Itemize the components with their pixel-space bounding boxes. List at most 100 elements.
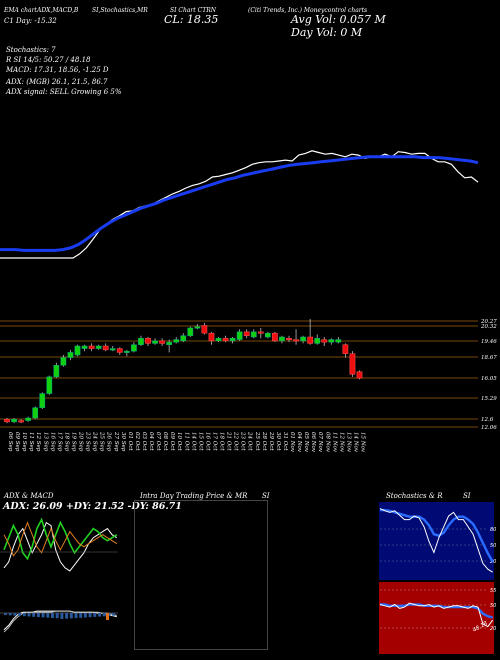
macd-histogram-bar bbox=[112, 613, 116, 616]
candle-body bbox=[272, 332, 278, 342]
x-tick-label: 13 Nov bbox=[345, 432, 351, 453]
x-tick-label: 20 Sep bbox=[78, 431, 84, 452]
candle-body bbox=[166, 341, 173, 345]
macd-histogram-bar bbox=[102, 613, 106, 617]
x-tick-label: 04 Oct bbox=[148, 432, 154, 451]
macd-histogram-bar bbox=[88, 613, 92, 618]
candle-body bbox=[145, 338, 151, 344]
macd-histogram-bar bbox=[4, 613, 7, 615]
adx-panel-title: ADX & MACD bbox=[4, 492, 54, 500]
macd-histogram-bar bbox=[65, 613, 69, 619]
candle-body bbox=[138, 338, 144, 345]
x-tick-label: 09 Sep bbox=[14, 432, 20, 452]
candle-body bbox=[321, 339, 328, 343]
x-tick-label: 16 Sep bbox=[49, 432, 55, 452]
x-tick-label: 07 Nov bbox=[317, 432, 323, 453]
x-tick-label: 14 Oct bbox=[190, 432, 196, 451]
x-tick-label: 06 Nov bbox=[310, 432, 316, 453]
y-tick-label: 15.29 bbox=[481, 396, 497, 402]
x-tick-label: 23 Oct bbox=[240, 431, 246, 451]
candle-body bbox=[124, 350, 130, 353]
stoch-panel-title: Stochastics & R bbox=[386, 492, 443, 500]
candle-body bbox=[25, 417, 31, 421]
candle-body bbox=[60, 357, 67, 366]
candle-body bbox=[109, 348, 116, 351]
x-tick-label: 23 Sep bbox=[85, 431, 91, 452]
x-tick-label: 03 Oct bbox=[141, 432, 147, 451]
x-tick-label: 02 Oct bbox=[134, 432, 140, 451]
x-tick-label: 12 Sep bbox=[35, 432, 41, 452]
macd-histogram-bar bbox=[79, 613, 83, 618]
candle-body bbox=[194, 326, 201, 329]
candle-body bbox=[173, 339, 180, 343]
macd-histogram-bar bbox=[41, 613, 45, 618]
candle-body bbox=[300, 336, 306, 342]
rsi-tick-label: 55 bbox=[490, 588, 496, 594]
stoch-tick-label: 50 bbox=[490, 543, 496, 549]
candle-body bbox=[32, 407, 39, 419]
x-tick-label: 17 Sep bbox=[56, 432, 62, 452]
candle-body bbox=[67, 352, 74, 358]
candle-body bbox=[46, 376, 53, 394]
x-tick-label: 28 Oct bbox=[261, 431, 267, 451]
y-tick-label: 12.06 bbox=[481, 425, 497, 431]
macd-histogram-bar bbox=[46, 613, 50, 618]
candle-body bbox=[293, 339, 299, 342]
candle-body bbox=[208, 332, 215, 342]
candle-body bbox=[250, 331, 257, 338]
stoch-k-line bbox=[379, 508, 493, 573]
rsi-white-line bbox=[379, 602, 494, 628]
candle-body bbox=[39, 393, 46, 408]
header-label-si: SI,Stochastics,MR bbox=[92, 7, 148, 14]
x-tick-label: 04 Nov bbox=[296, 432, 302, 453]
adx-panel: ADX: 26.09 +DY: 21.52 -DY: 86.71 bbox=[0, 500, 182, 650]
x-tick-label: 12 Nov bbox=[338, 432, 344, 453]
candle-body bbox=[236, 331, 243, 340]
y-tick-label: 12.6 bbox=[481, 417, 494, 423]
macd-histogram-bar bbox=[83, 613, 87, 618]
x-tick-label: 09 Oct bbox=[169, 432, 175, 451]
rsi-value-badge: 48.18 bbox=[472, 620, 489, 633]
candle-body bbox=[102, 345, 109, 351]
candle-body bbox=[159, 340, 165, 344]
x-tick-label: 31 Oct bbox=[282, 432, 288, 451]
candle-body bbox=[265, 332, 271, 338]
series-line-ema bbox=[0, 155, 479, 252]
x-tick-label: 10 Oct bbox=[176, 432, 182, 451]
x-tick-label: 30 Oct bbox=[275, 432, 281, 451]
header-label-company: (Citi Trends, Inc.) Moneycontrol charts bbox=[248, 7, 368, 14]
x-tick-label: 25 Sep bbox=[99, 431, 105, 452]
stoch-tick-label: 20 bbox=[490, 559, 496, 565]
x-tick-label: 08 Nov bbox=[324, 432, 330, 453]
macd-histogram-bar bbox=[13, 613, 17, 616]
candle-body bbox=[342, 344, 349, 354]
candle-body bbox=[328, 339, 335, 343]
macd-histogram-bar bbox=[106, 613, 109, 620]
x-tick-label: 05 Nov bbox=[303, 432, 309, 453]
x-tick-label: 21 Oct bbox=[226, 431, 232, 451]
intra-day-panel bbox=[134, 500, 268, 650]
minus-di-line bbox=[3, 521, 118, 557]
x-tick-label: 24 Oct bbox=[247, 431, 253, 451]
x-tick-label: 30 Sep bbox=[120, 432, 126, 452]
macd-histogram-bar bbox=[18, 613, 22, 616]
stoch-tick-label: 80 bbox=[490, 527, 496, 533]
rsi-blue-line bbox=[380, 603, 494, 619]
candle-body bbox=[95, 345, 102, 349]
macd-histogram-bar bbox=[55, 613, 59, 619]
candle-body bbox=[286, 338, 292, 341]
macd-histogram-bar bbox=[22, 613, 26, 617]
x-tick-label: 22 Oct bbox=[233, 431, 239, 451]
y-tick-label: 18.67 bbox=[481, 355, 497, 361]
candle-body bbox=[243, 331, 250, 336]
x-tick-label: 24 Sep bbox=[92, 431, 98, 452]
candle-body bbox=[4, 419, 10, 423]
macd-histogram-bar bbox=[27, 613, 31, 617]
x-tick-label: 19 Sep bbox=[70, 432, 76, 452]
header-day-vol: Day Vol: 0 M bbox=[291, 26, 363, 39]
macd-histogram-bar bbox=[60, 613, 64, 619]
candle-body bbox=[152, 340, 158, 344]
macd-histogram-bar bbox=[32, 613, 36, 617]
macd-histogram-bar bbox=[98, 613, 101, 617]
